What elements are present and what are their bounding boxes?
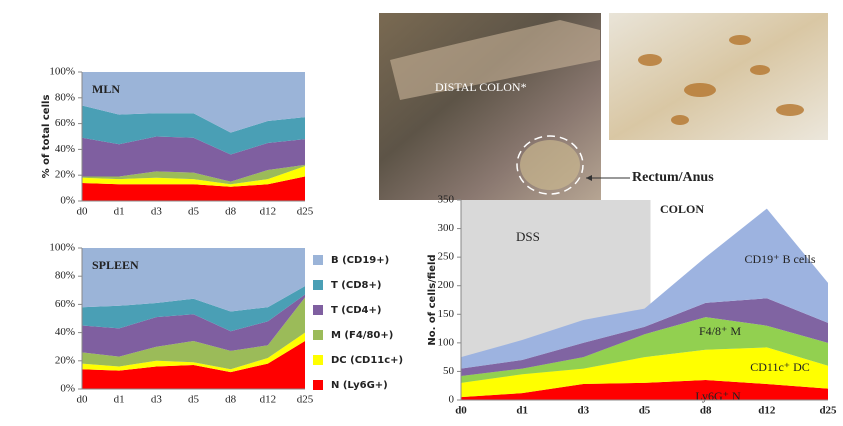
series-label: Ly6G⁺ N: [695, 389, 741, 403]
x-tick-label: d1: [516, 405, 528, 417]
legend-label: T (CD4+): [331, 305, 381, 316]
legend-swatch: [313, 380, 323, 390]
legend-label: N (Ly6G+): [331, 380, 388, 391]
y-tick-label: 80%: [55, 91, 75, 103]
figure: DISTAL COLON* Rectum/Anus 0% 20% 40% 60% 80%…: [0, 0, 843, 421]
x-tick-label: d12: [260, 394, 277, 406]
y-tick-label: 20%: [55, 169, 75, 181]
chart-title: MLN: [92, 82, 120, 96]
series-label: F4/8⁺ M: [699, 324, 741, 338]
photo-label: DISTAL COLON*: [435, 80, 527, 94]
y-tick-label: 350: [438, 194, 455, 206]
x-tick-label: d0: [455, 405, 467, 417]
photo-feces: [609, 13, 828, 140]
series-label: CD19⁺ B cells: [745, 252, 816, 266]
shaded-label: DSS: [516, 229, 540, 244]
x-tick-label: d1: [114, 206, 125, 218]
legend-label: T (CD8+): [331, 280, 381, 291]
y-tick-label: 200: [438, 279, 455, 291]
x-tick-label: d12: [758, 405, 776, 417]
legend-label: B (CD19+): [331, 255, 389, 266]
y-tick-label: 60%: [55, 298, 75, 310]
y-tick-label: 40%: [55, 143, 75, 155]
x-tick-label: d8: [225, 394, 237, 406]
y-tick-label: 0%: [60, 383, 75, 395]
legend-swatch: [313, 330, 323, 340]
x-tick-label: d25: [297, 206, 314, 218]
x-tick-label: d0: [77, 394, 89, 406]
photo-detail: [520, 140, 580, 190]
y-axis-label: % of total cells: [41, 95, 52, 179]
x-tick-label: d25: [819, 405, 837, 417]
y-tick-label: 100: [438, 336, 455, 348]
x-tick-label: d8: [700, 405, 712, 417]
y-tick-label: 100%: [49, 242, 75, 254]
y-tick-label: 100%: [49, 66, 75, 78]
chart-title: COLON: [660, 202, 704, 216]
x-tick-label: d5: [188, 206, 200, 218]
x-tick-label: d25: [297, 394, 314, 406]
y-tick-label: 0: [449, 394, 455, 406]
x-tick-label: d3: [578, 405, 590, 417]
chart-title: SPLEEN: [92, 258, 139, 272]
y-tick-label: 20%: [55, 354, 75, 366]
x-tick-label: d0: [77, 206, 89, 218]
y-axis-label: No. of cells/field: [427, 254, 438, 345]
legend-swatch: [313, 305, 323, 315]
x-tick-label: d12: [260, 206, 277, 218]
x-tick-label: d5: [188, 394, 200, 406]
y-tick-label: 0%: [60, 195, 75, 207]
y-tick-label: 150: [438, 308, 455, 320]
photo-label: Rectum/Anus: [632, 170, 714, 185]
legend-label: DC (CD11c+): [331, 355, 403, 366]
y-tick-label: 60%: [55, 117, 75, 129]
y-tick-label: 40%: [55, 326, 75, 338]
x-tick-label: d3: [151, 394, 163, 406]
legend-swatch: [313, 255, 323, 265]
x-tick-label: d1: [114, 394, 125, 406]
legend-label: M (F4/80+): [331, 330, 393, 341]
x-tick-label: d8: [225, 206, 237, 218]
series-label: CD11c⁺ DC: [750, 360, 810, 374]
y-tick-label: 300: [438, 222, 455, 234]
x-tick-label: d5: [639, 405, 651, 417]
y-tick-label: 50: [443, 365, 455, 377]
y-tick-label: 80%: [55, 270, 75, 282]
y-tick-label: 250: [438, 251, 455, 263]
legend-swatch: [313, 355, 323, 365]
legend-swatch: [313, 280, 323, 290]
x-tick-label: d3: [151, 206, 163, 218]
